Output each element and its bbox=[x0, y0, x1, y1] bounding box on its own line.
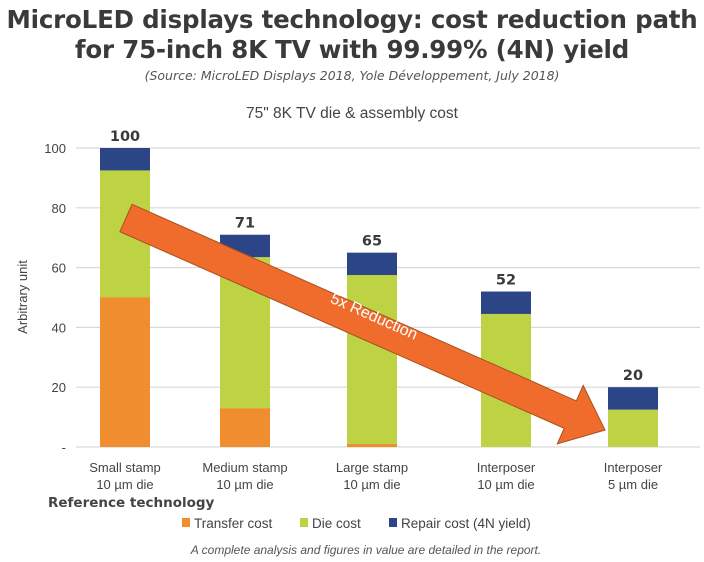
y-axis-label: Arbitrary unit bbox=[15, 260, 30, 334]
x-category-label-line1: Interposer bbox=[477, 460, 536, 475]
legend-swatch bbox=[300, 518, 308, 527]
reduction-arrow bbox=[119, 203, 606, 445]
bar-segment-repair-cost-4n-yield bbox=[481, 291, 531, 314]
total-data-label: 100 bbox=[110, 129, 140, 145]
x-category-label-line2: 10 µm die bbox=[477, 477, 534, 492]
x-category-label-line2: 5 µm die bbox=[608, 477, 658, 492]
bar-segment-repair-cost-4n-yield bbox=[347, 252, 397, 276]
bar-segment-transfer-cost bbox=[220, 408, 270, 447]
footer-note: A complete analysis and figures in value… bbox=[190, 543, 541, 557]
legend-swatch bbox=[182, 518, 190, 527]
total-data-label: 52 bbox=[496, 273, 516, 289]
legend: Transfer cost Die cost Repair cost (4N yie… bbox=[182, 516, 531, 531]
legend-label: Repair cost (4N yield) bbox=[401, 516, 531, 531]
x-category-label-line2: 10 µm die bbox=[96, 477, 153, 492]
x-category-label-line1: Medium stamp bbox=[202, 460, 287, 475]
x-axis-categories: Small stamp 10 µm die Medium stamp 10 µm di… bbox=[89, 460, 663, 492]
x-category-label-line1: Small stamp bbox=[89, 460, 161, 475]
x-category-label-line1: Interposer bbox=[604, 460, 663, 475]
source-note: (Source: MicroLED Displays 2018, Yole Dé… bbox=[144, 68, 560, 83]
page-title-line1: MicroLED displays technology: cost reduc… bbox=[6, 5, 698, 34]
y-tick-label: 100 bbox=[44, 141, 66, 156]
total-data-label: 20 bbox=[623, 368, 643, 384]
bar-segment-repair-cost-4n-yield bbox=[100, 148, 150, 171]
bar-segment-repair-cost-4n-yield bbox=[608, 387, 658, 410]
y-tick-label: 80 bbox=[52, 201, 66, 216]
bars bbox=[100, 148, 658, 447]
total-data-label: 65 bbox=[362, 234, 382, 250]
page-title-line2: for 75-inch 8K TV with 99.99% (4N) yield bbox=[74, 35, 630, 64]
total-data-label: 71 bbox=[235, 216, 255, 232]
bar-segment-transfer-cost bbox=[100, 297, 150, 447]
legend-label: Transfer cost bbox=[194, 516, 273, 531]
x-category-label-line2: 10 µm die bbox=[343, 477, 400, 492]
reference-technology-label: Reference technology bbox=[48, 495, 215, 511]
y-tick-label: 20 bbox=[52, 380, 66, 395]
bar-segment-die-cost bbox=[608, 409, 658, 447]
legend-swatch bbox=[389, 518, 397, 527]
bar-segment-transfer-cost bbox=[347, 444, 397, 447]
y-tick-label: - bbox=[62, 440, 66, 455]
x-category-label-line2: 10 µm die bbox=[216, 477, 273, 492]
total-labels: 100 71 65 52 20 bbox=[110, 129, 643, 384]
y-tick-label: 60 bbox=[52, 261, 66, 276]
y-tick-label: 40 bbox=[52, 320, 66, 335]
chart-title: 75" 8K TV die & assembly cost bbox=[246, 105, 459, 122]
y-axis-ticks: - 20 40 60 80 100 bbox=[44, 141, 66, 455]
legend-label: Die cost bbox=[312, 516, 361, 531]
x-category-label-line1: Large stamp bbox=[336, 460, 408, 475]
